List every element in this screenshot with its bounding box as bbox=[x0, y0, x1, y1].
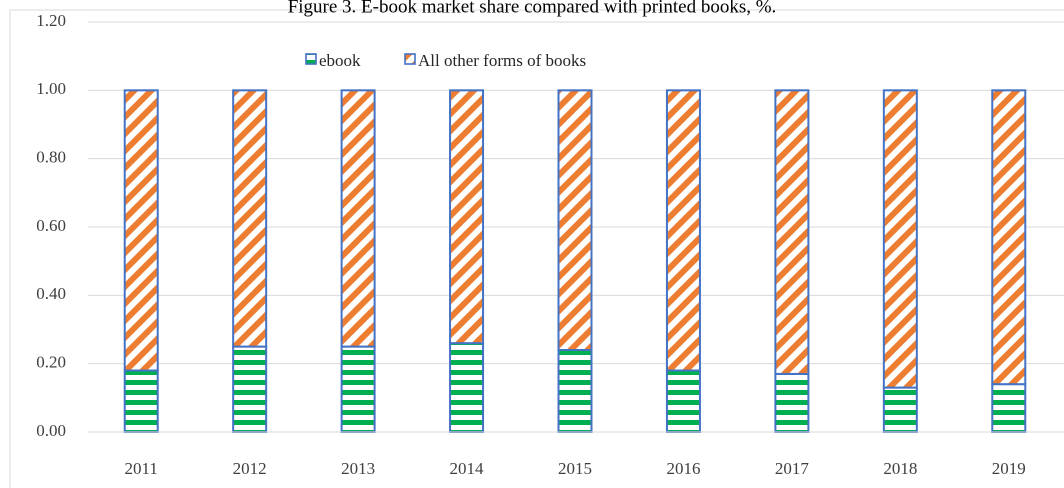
bar-other-2018 bbox=[882, 89, 918, 389]
bar-ebook-2015 bbox=[557, 349, 593, 433]
y-tick-label: 0.60 bbox=[36, 216, 66, 235]
y-tick-label: 0.00 bbox=[36, 421, 66, 440]
bar-other-2012 bbox=[232, 89, 268, 348]
y-tick-label: 0.20 bbox=[36, 353, 66, 372]
bar-ebook-2017 bbox=[774, 372, 810, 433]
x-tick-label: 2016 bbox=[666, 459, 700, 478]
x-tick-label: 2018 bbox=[883, 459, 917, 478]
legend: ebook All other forms of books bbox=[305, 51, 586, 70]
legend-label-ebook: ebook bbox=[319, 51, 361, 70]
bar-other-2014 bbox=[449, 89, 485, 345]
x-tick-label: 2012 bbox=[233, 459, 267, 478]
legend-label-other: All other forms of books bbox=[418, 51, 586, 70]
y-tick-label: 1.20 bbox=[36, 11, 66, 30]
x-tick-label: 2013 bbox=[341, 459, 375, 478]
bar-ebook-2019 bbox=[991, 383, 1027, 433]
bar-ebook-2014 bbox=[449, 342, 485, 433]
bars bbox=[123, 89, 1027, 434]
legend-swatch-other bbox=[404, 53, 416, 65]
y-tick-label: 0.40 bbox=[36, 284, 66, 303]
bar-other-2019 bbox=[991, 89, 1027, 386]
plot-frame bbox=[9, 9, 1064, 488]
bar-other-2016 bbox=[665, 89, 701, 372]
bar-other-2017 bbox=[774, 89, 810, 375]
bar-ebook-2016 bbox=[665, 369, 701, 433]
bar-other-2013 bbox=[340, 89, 376, 348]
x-axis: 2011 2012 2013 2014 2015 2016 2017 2018 2019 bbox=[88, 431, 1064, 478]
bar-ebook-2011 bbox=[123, 369, 159, 433]
bar-ebook-2018 bbox=[882, 386, 918, 434]
x-tick-label: 2019 bbox=[992, 459, 1026, 478]
legend-swatch-ebook bbox=[305, 53, 317, 65]
bar-other-2011 bbox=[123, 89, 159, 372]
bar-ebook-2012 bbox=[232, 345, 268, 434]
y-tick-label: 0.80 bbox=[36, 148, 66, 167]
x-tick-label: 2011 bbox=[125, 459, 158, 478]
y-axis: 0.00 0.20 0.40 0.60 0.80 1.00 1.20 bbox=[36, 11, 66, 440]
x-tick-label: 2017 bbox=[775, 459, 810, 478]
x-tick-label: 2014 bbox=[450, 459, 485, 478]
bar-ebook-2013 bbox=[340, 345, 376, 434]
y-tick-label: 1.00 bbox=[36, 79, 66, 98]
chart-title: Figure 3. E-book market share compared w… bbox=[288, 0, 777, 17]
x-tick-label: 2015 bbox=[558, 459, 592, 478]
bar-other-2015 bbox=[557, 89, 593, 351]
